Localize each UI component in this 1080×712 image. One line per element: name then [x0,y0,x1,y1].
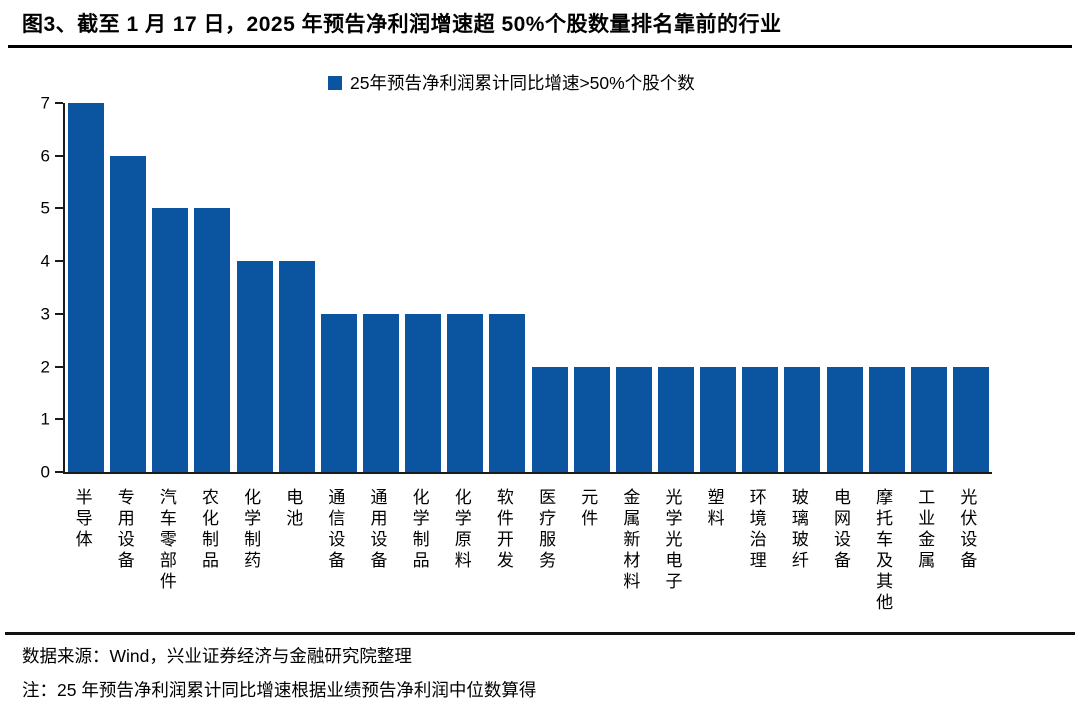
x-tick-label: 通用设备 [370,488,388,571]
bar [363,313,400,472]
bar [615,366,652,472]
x-tick-label: 化学制药 [244,488,262,571]
x-tick-label: 电池 [286,488,304,529]
legend-label: 25年预告净利润累计同比增速>50%个股个数 [350,73,695,93]
y-tick-mark [55,365,63,368]
chart-legend: 25年预告净利润累计同比增速>50%个股个数 [328,70,695,95]
bar [910,366,947,472]
x-tick-label: 光伏设备 [960,488,978,571]
x-tick-label: 软件开发 [496,488,514,571]
x-tick-label: 元件 [581,488,599,529]
y-tick-mark [55,418,63,421]
bar [573,366,610,472]
bar [68,103,105,472]
x-tick-label: 金属新材料 [623,488,641,592]
title-divider [8,45,1072,48]
x-tick-label: 农化制品 [201,488,219,571]
plot-area [63,103,992,474]
x-tick-label: 半导体 [75,488,93,550]
bar [194,208,231,472]
x-tick-label: 电网设备 [834,488,852,571]
x-tick-label: 化学原料 [454,488,472,571]
bar [531,366,568,472]
legend-swatch-icon [328,75,342,90]
y-tick-mark [55,471,63,473]
bar [657,366,694,472]
x-tick-label: 通信设备 [328,488,346,571]
x-tick-label: 玻璃玻纤 [791,488,809,571]
bar [784,366,821,472]
y-tick-mark [55,102,63,104]
y-tick-mark [55,154,63,157]
y-tick-label: 3 [40,304,50,324]
footnote-text: 注：25 年预告净利润累计同比增速根据业绩预告净利润中位数算得 [22,680,537,700]
bar [447,313,484,472]
x-tick-label: 工业金属 [918,488,936,571]
y-tick-label: 4 [40,251,50,271]
x-tick-label: 化学制品 [412,488,430,571]
y-tick-mark [55,312,63,315]
bar [110,155,147,472]
bar [405,313,442,472]
y-tick-label: 1 [40,409,50,429]
bar [700,366,737,472]
y-tick-label: 7 [40,93,50,113]
y-tick-mark [55,207,63,210]
x-tick-label: 摩托车及其他 [876,488,894,613]
bar [826,366,863,472]
bar [489,313,526,472]
footer-divider [5,632,1075,635]
y-tick-label: 0 [40,462,50,482]
figure-title: 图3、截至 1 月 17 日，2025 年预告净利润增速超 50%个股数量排名靠… [22,13,782,36]
bar [320,313,357,472]
bar [952,366,989,472]
bar [742,366,779,472]
y-tick-label: 2 [40,357,50,377]
x-tick-label: 汽车零部件 [159,488,177,592]
bar [236,261,273,472]
bar [278,261,315,472]
y-tick-label: 6 [40,146,50,166]
y-tick-mark [55,260,63,263]
y-tick-label: 5 [40,198,50,218]
x-tick-label: 环境治理 [749,488,767,571]
bar [152,208,189,472]
x-tick-label: 专用设备 [117,488,135,571]
x-tick-label: 光学光电子 [665,488,683,592]
bar [868,366,905,472]
x-tick-label: 塑料 [707,488,725,529]
data-source-text: 数据来源：Wind，兴业证券经济与金融研究院整理 [22,646,412,666]
x-tick-label: 医疗服务 [539,488,557,571]
